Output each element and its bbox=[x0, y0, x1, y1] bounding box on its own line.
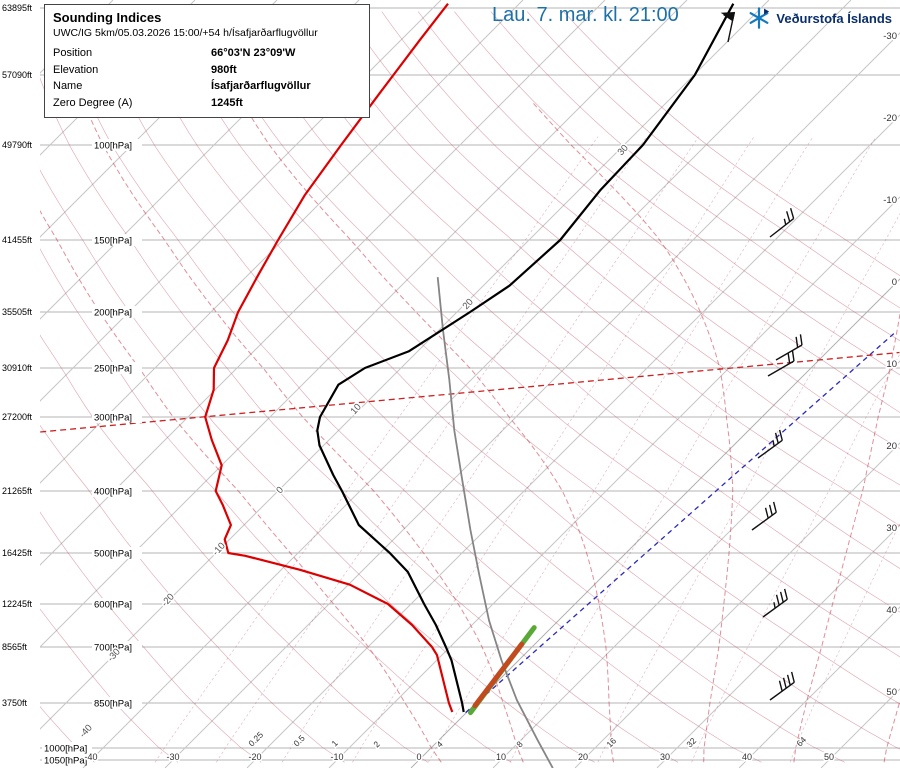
svg-text:300[hPa]: 300[hPa] bbox=[94, 413, 132, 424]
svg-text:12245ft: 12245ft bbox=[2, 599, 33, 609]
svg-text:1: 1 bbox=[329, 738, 340, 749]
wind-barb-icon bbox=[769, 671, 795, 701]
lcl-segments bbox=[468, 625, 537, 716]
svg-text:-20: -20 bbox=[248, 752, 261, 762]
info-row-name: Name Ísafjarðarflugvöllur bbox=[53, 78, 361, 95]
svg-text:10: 10 bbox=[349, 402, 364, 417]
svg-text:0: 0 bbox=[274, 485, 286, 496]
svg-text:0: 0 bbox=[892, 277, 897, 288]
pressure-axis-labels: 100[hPa] 150[hPa] 200[hPa] 250[hPa] 300[hPa]… bbox=[42, 139, 142, 767]
wind-barb-icon bbox=[767, 350, 795, 377]
svg-text:50: 50 bbox=[824, 752, 834, 762]
svg-text:-30: -30 bbox=[166, 752, 179, 762]
moist-adiabat-lines bbox=[40, 102, 900, 763]
info-label: Name bbox=[53, 80, 83, 92]
info-value: Ísafjarðarflugvöllur bbox=[211, 80, 311, 92]
svg-text:8565ft: 8565ft bbox=[2, 642, 28, 652]
svg-text:600[hPa]: 600[hPa] bbox=[94, 600, 132, 611]
info-label: Elevation bbox=[53, 63, 99, 76]
dry-adiabat-lines bbox=[40, 11, 900, 763]
red-dashed-reference-line bbox=[40, 351, 900, 433]
orange-segment bbox=[472, 641, 525, 709]
svg-text:63895ft: 63895ft bbox=[2, 3, 33, 13]
svg-text:27200ft: 27200ft bbox=[2, 412, 33, 422]
svg-text:10: 10 bbox=[496, 752, 506, 762]
svg-text:16425ft: 16425ft bbox=[2, 548, 33, 558]
svg-text:-40: -40 bbox=[77, 723, 94, 741]
svg-text:-20: -20 bbox=[883, 113, 897, 124]
vedurstofa-logo-icon bbox=[749, 7, 770, 29]
info-label: Zero Degree (A) bbox=[53, 96, 133, 109]
svg-text:850[hPa]: 850[hPa] bbox=[94, 699, 132, 710]
svg-text:40: 40 bbox=[886, 605, 897, 616]
info-label: Position bbox=[53, 47, 93, 59]
pressure-gridlines bbox=[40, 7, 900, 761]
wind-barb-icon bbox=[762, 588, 788, 618]
isotherm-labels-right: -30 -20 -10 0 10 20 30 40 50 bbox=[882, 30, 899, 700]
svg-text:1050[hPa]: 1050[hPa] bbox=[44, 756, 87, 767]
svg-text:-10: -10 bbox=[883, 195, 897, 206]
wind-barb-icon bbox=[751, 501, 777, 531]
wind-barb-icon bbox=[769, 207, 795, 238]
svg-text:0: 0 bbox=[416, 752, 421, 762]
mixing-ratio-labels: 0.25 0.5 1 2 4 8 16 32 64 bbox=[245, 728, 810, 751]
svg-text:400[hPa]: 400[hPa] bbox=[94, 487, 132, 498]
svg-text:1000[hPa]: 1000[hPa] bbox=[44, 744, 87, 755]
svg-text:-30: -30 bbox=[883, 31, 897, 42]
wind-barb-icon bbox=[720, 11, 736, 43]
svg-text:20: 20 bbox=[578, 752, 588, 762]
dewpoint-curve bbox=[204, 3, 454, 713]
info-row-zero-degree: Zero Degree (A) 1245ft bbox=[53, 95, 361, 112]
svg-text:41455ft: 41455ft bbox=[2, 235, 33, 245]
svg-text:-10: -10 bbox=[330, 752, 343, 762]
svg-text:50: 50 bbox=[886, 687, 897, 698]
info-row-position: Position 66°03'N 23°09'W bbox=[53, 45, 361, 62]
svg-text:49790ft: 49790ft bbox=[2, 140, 33, 150]
svg-text:500[hPa]: 500[hPa] bbox=[94, 549, 132, 560]
svg-text:150[hPa]: 150[hPa] bbox=[94, 236, 132, 247]
wind-barb-icon bbox=[757, 429, 783, 459]
svg-text:10: 10 bbox=[886, 359, 897, 370]
svg-text:30: 30 bbox=[660, 752, 670, 762]
vedurstofa-logo-text: Veðurstofa Íslands bbox=[776, 10, 892, 26]
svg-text:200[hPa]: 200[hPa] bbox=[94, 308, 132, 319]
parcel-curve bbox=[436, 277, 554, 768]
panel-title: Sounding Indices bbox=[53, 10, 162, 25]
mixing-ratio-lines bbox=[154, 136, 900, 763]
sounding-indices-panel: Sounding Indices UWC/IG 5km/05.03.2026 1… bbox=[44, 4, 370, 118]
svg-text:-40: -40 bbox=[84, 752, 97, 762]
datetime-header: Lau. 7. mar. kl. 21:00 bbox=[492, 4, 679, 26]
svg-text:250[hPa]: 250[hPa] bbox=[94, 364, 132, 375]
wind-barb-icon bbox=[775, 334, 803, 361]
svg-text:35505ft: 35505ft bbox=[2, 307, 33, 317]
svg-text:0.25: 0.25 bbox=[246, 729, 265, 748]
svg-text:32: 32 bbox=[684, 735, 698, 749]
svg-text:3750ft: 3750ft bbox=[2, 698, 28, 708]
vedurstofa-logo: Veðurstofa Íslands bbox=[747, 6, 892, 30]
svg-text:30910ft: 30910ft bbox=[2, 363, 33, 373]
svg-text:40: 40 bbox=[742, 752, 752, 762]
info-value: 66°03'N 23°09'W bbox=[211, 47, 296, 59]
info-row-elevation: Elevation 980ft bbox=[53, 62, 361, 79]
altitude-axis-labels: 63895ft 57090ft 49790ft 41455ft 35505ft 30910… bbox=[2, 3, 33, 708]
svg-text:16: 16 bbox=[604, 735, 618, 749]
temperature-curve bbox=[316, 3, 735, 713]
svg-text:20: 20 bbox=[886, 441, 897, 452]
reference-lines bbox=[40, 333, 900, 714]
svg-text:21265ft: 21265ft bbox=[2, 486, 33, 496]
wind-barbs bbox=[720, 11, 803, 701]
svg-text:30: 30 bbox=[886, 523, 897, 534]
svg-text:0.5: 0.5 bbox=[291, 733, 307, 749]
svg-text:57090ft: 57090ft bbox=[2, 70, 33, 80]
model-run-line: UWC/IG 5km/05.03.2026 15:00/+54 h/Ísafja… bbox=[53, 27, 318, 39]
info-value: 980ft bbox=[211, 63, 237, 76]
info-value: 1245ft bbox=[211, 96, 243, 109]
svg-text:700[hPa]: 700[hPa] bbox=[94, 643, 132, 654]
isotherm-labels-bottom: -40 -30 -20 -10 0 10 20 30 40 50 bbox=[83, 751, 836, 764]
svg-text:100[hPa]: 100[hPa] bbox=[94, 141, 132, 152]
